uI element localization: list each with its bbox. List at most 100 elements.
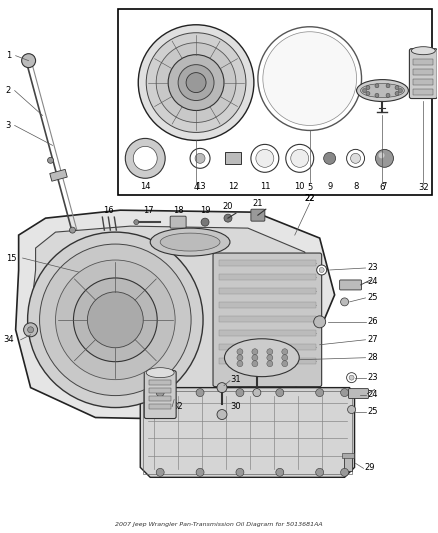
Circle shape [224, 214, 232, 222]
Circle shape [24, 323, 38, 337]
Circle shape [251, 144, 279, 172]
Circle shape [317, 265, 327, 275]
Text: 17: 17 [143, 206, 154, 215]
Circle shape [48, 157, 53, 163]
Polygon shape [31, 226, 314, 402]
Circle shape [349, 375, 354, 380]
Text: 32: 32 [172, 402, 183, 411]
Circle shape [125, 139, 165, 178]
Circle shape [196, 469, 204, 477]
Bar [50, 169, 67, 181]
Text: 23: 23 [367, 373, 378, 382]
Ellipse shape [160, 233, 220, 251]
Circle shape [237, 349, 243, 355]
Bar [219, 302, 316, 308]
Text: 3: 3 [6, 121, 11, 130]
Circle shape [146, 33, 246, 132]
Text: 24: 24 [367, 390, 378, 399]
Circle shape [375, 84, 379, 88]
Text: 25: 25 [367, 407, 378, 416]
Circle shape [341, 389, 349, 397]
Circle shape [217, 383, 227, 393]
FancyBboxPatch shape [144, 370, 176, 418]
Text: 19: 19 [200, 206, 210, 215]
Circle shape [282, 349, 288, 355]
Circle shape [263, 32, 357, 125]
Ellipse shape [411, 47, 435, 55]
Circle shape [366, 92, 370, 95]
Circle shape [276, 469, 284, 477]
Text: 4: 4 [194, 183, 199, 192]
Bar [413, 88, 433, 94]
Bar [225, 152, 241, 164]
Text: 11: 11 [260, 182, 270, 191]
Text: 18: 18 [173, 206, 184, 215]
FancyBboxPatch shape [251, 209, 265, 221]
Bar [219, 316, 316, 322]
Circle shape [386, 93, 390, 98]
Circle shape [314, 316, 326, 328]
Circle shape [341, 298, 349, 306]
Bar [413, 59, 433, 64]
Ellipse shape [150, 228, 230, 256]
Text: 5: 5 [307, 183, 312, 192]
FancyBboxPatch shape [349, 389, 368, 399]
Text: 6: 6 [380, 183, 385, 192]
Circle shape [156, 469, 164, 477]
Circle shape [56, 260, 175, 379]
Circle shape [286, 144, 314, 172]
Circle shape [138, 25, 254, 140]
Circle shape [346, 149, 364, 167]
Circle shape [366, 86, 370, 90]
Text: 23: 23 [367, 263, 378, 272]
Circle shape [375, 149, 393, 167]
Text: 34: 34 [4, 335, 14, 344]
Circle shape [375, 93, 379, 98]
Text: 16: 16 [103, 206, 114, 215]
Bar [149, 403, 171, 409]
Circle shape [267, 355, 273, 361]
Text: 27: 27 [367, 335, 378, 344]
Circle shape [386, 84, 390, 88]
Circle shape [252, 349, 258, 355]
Circle shape [156, 43, 236, 123]
Bar [219, 344, 316, 350]
Text: 2007 Jeep Wrangler Pan-Transmission Oil Diagram for 5013681AA: 2007 Jeep Wrangler Pan-Transmission Oil … [115, 522, 323, 527]
Circle shape [88, 292, 143, 348]
Circle shape [256, 149, 274, 167]
Text: 10: 10 [294, 182, 305, 191]
Text: 28: 28 [367, 353, 378, 362]
Circle shape [267, 349, 273, 355]
Text: 14: 14 [140, 182, 151, 191]
Bar [219, 260, 316, 266]
Circle shape [134, 220, 139, 224]
Circle shape [316, 469, 324, 477]
Circle shape [85, 285, 95, 295]
Circle shape [217, 409, 227, 419]
Circle shape [267, 361, 273, 367]
Circle shape [178, 64, 214, 101]
FancyBboxPatch shape [410, 49, 437, 99]
Circle shape [237, 361, 243, 367]
Circle shape [70, 227, 75, 233]
Circle shape [237, 355, 243, 361]
Circle shape [346, 373, 357, 383]
Text: 21: 21 [253, 199, 263, 208]
Circle shape [156, 389, 164, 397]
Text: 22: 22 [304, 193, 315, 203]
Circle shape [28, 232, 203, 408]
Circle shape [168, 55, 224, 110]
Text: 22: 22 [304, 193, 315, 203]
Bar [149, 387, 171, 393]
Ellipse shape [146, 368, 174, 378]
Text: 20: 20 [223, 201, 233, 211]
Ellipse shape [357, 79, 408, 101]
Text: 15: 15 [6, 254, 16, 263]
Circle shape [196, 389, 204, 397]
Circle shape [186, 72, 206, 93]
Circle shape [316, 389, 324, 397]
Circle shape [236, 469, 244, 477]
Circle shape [341, 469, 349, 477]
Circle shape [399, 88, 403, 93]
Bar [343, 457, 352, 471]
